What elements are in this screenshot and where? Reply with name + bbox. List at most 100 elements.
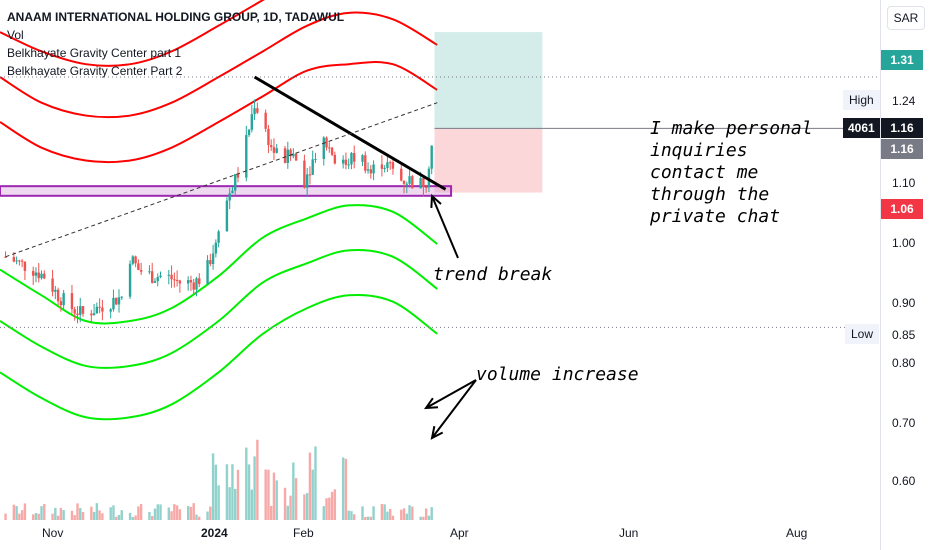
candle-body <box>292 153 295 157</box>
volume-bar <box>364 516 367 520</box>
volume-bar <box>120 510 123 520</box>
support-zone <box>0 185 453 197</box>
dashed-trendline <box>5 102 438 258</box>
legend-indicator-1[interactable]: Belkhayate Gravity Center part 1 <box>7 46 182 60</box>
candle-body <box>109 309 112 312</box>
note-volume-increase: volume increase <box>476 364 639 385</box>
candle-body <box>54 289 57 292</box>
candle-body <box>322 137 325 159</box>
candle-body <box>23 261 27 271</box>
volume-bar <box>333 489 337 520</box>
price-tick: 0.80 <box>892 356 916 370</box>
volume-bar <box>148 511 151 520</box>
legend-indicator-2[interactable]: Belkhayate Gravity Center Part 2 <box>7 64 183 78</box>
target-price-badge: 1.31 <box>881 50 923 70</box>
volume-bar <box>341 457 345 520</box>
band-red-upper <box>0 0 265 67</box>
note-trend-break: trend break <box>433 264 553 285</box>
volume-bar <box>15 506 18 520</box>
stop-zone <box>434 128 543 193</box>
volume-bar <box>303 494 306 520</box>
symbol-title[interactable]: ANAAM INTERNATIONAL HOLDING GROUP, 1D, T… <box>7 10 345 24</box>
candle-body <box>308 174 312 176</box>
volume-bar <box>56 515 60 520</box>
candle-body <box>234 174 237 191</box>
volume-bar <box>112 505 115 520</box>
volume-bar <box>361 506 364 520</box>
volume-bar <box>178 509 182 520</box>
volume-bar <box>419 516 422 520</box>
volume-bar <box>167 507 171 520</box>
candle-body <box>283 148 287 163</box>
candle-body <box>128 263 132 297</box>
volume-bar <box>153 508 157 520</box>
volume-bar <box>101 513 104 520</box>
band-green-mid <box>0 249 438 369</box>
volume-bar <box>34 513 38 520</box>
candle-body <box>195 278 198 290</box>
low-label: Low <box>845 324 880 344</box>
legend-vol[interactable]: Vol <box>7 28 24 42</box>
volume-bar <box>32 514 35 520</box>
candle-body <box>272 147 276 153</box>
candle-body <box>98 306 101 308</box>
volume-bar <box>386 511 389 520</box>
price-axis[interactable] <box>880 0 932 550</box>
volume-bar <box>264 469 267 520</box>
candle-body <box>311 159 314 175</box>
volume-bar <box>294 478 298 520</box>
candle-body <box>156 277 159 282</box>
volume-bar <box>283 487 287 520</box>
band-red-lower <box>0 61 438 164</box>
volume-bar <box>117 514 121 520</box>
volume-bar <box>54 507 57 520</box>
volume-bar <box>411 506 414 520</box>
volume-bar <box>267 469 270 520</box>
arrow-trend-break <box>431 195 459 259</box>
candle-body <box>424 186 428 188</box>
candle-body <box>314 158 317 160</box>
volume-bar <box>253 456 256 520</box>
candle-body <box>264 112 267 129</box>
volume-bar <box>59 507 63 520</box>
volume-bar <box>350 511 353 520</box>
volume-bar <box>372 506 375 520</box>
volume-bar <box>40 506 43 520</box>
time-label: Nov <box>42 526 64 540</box>
volume-bar <box>214 464 218 520</box>
high-low-lines <box>0 76 880 328</box>
candle-body <box>79 306 82 316</box>
support-zone-rect <box>0 185 453 197</box>
position-box <box>434 32 880 193</box>
volume-bar <box>405 513 408 520</box>
volume-bar <box>311 469 314 520</box>
candle-body <box>275 148 278 153</box>
time-axis[interactable]: Nov 2024 Feb Apr Jun Aug <box>0 520 880 550</box>
candle-body <box>408 176 411 184</box>
time-label: Feb <box>293 526 314 540</box>
trendlines <box>5 75 447 258</box>
candle-body <box>90 313 93 316</box>
price-tick: 0.90 <box>892 296 916 310</box>
volume-bar <box>95 503 99 520</box>
candle-body <box>59 301 63 306</box>
volume-bar <box>115 516 118 520</box>
annotation-arrows <box>423 193 477 440</box>
volume-bar <box>73 515 76 520</box>
candle-body <box>419 178 422 189</box>
volume-bar <box>198 516 201 520</box>
candle-body <box>211 253 215 265</box>
volume-bar <box>347 510 350 520</box>
candle-body <box>189 280 193 283</box>
candle-body <box>247 129 251 136</box>
volume-bar <box>43 504 46 520</box>
arrow-volume-2 <box>431 379 477 439</box>
volume-bar <box>23 503 27 520</box>
candle-body <box>372 164 375 174</box>
volume-bar <box>391 515 395 520</box>
currency-button[interactable]: SAR <box>887 6 925 30</box>
volume-bar <box>369 516 373 520</box>
candle-body <box>422 178 425 187</box>
candle-body <box>73 309 76 314</box>
